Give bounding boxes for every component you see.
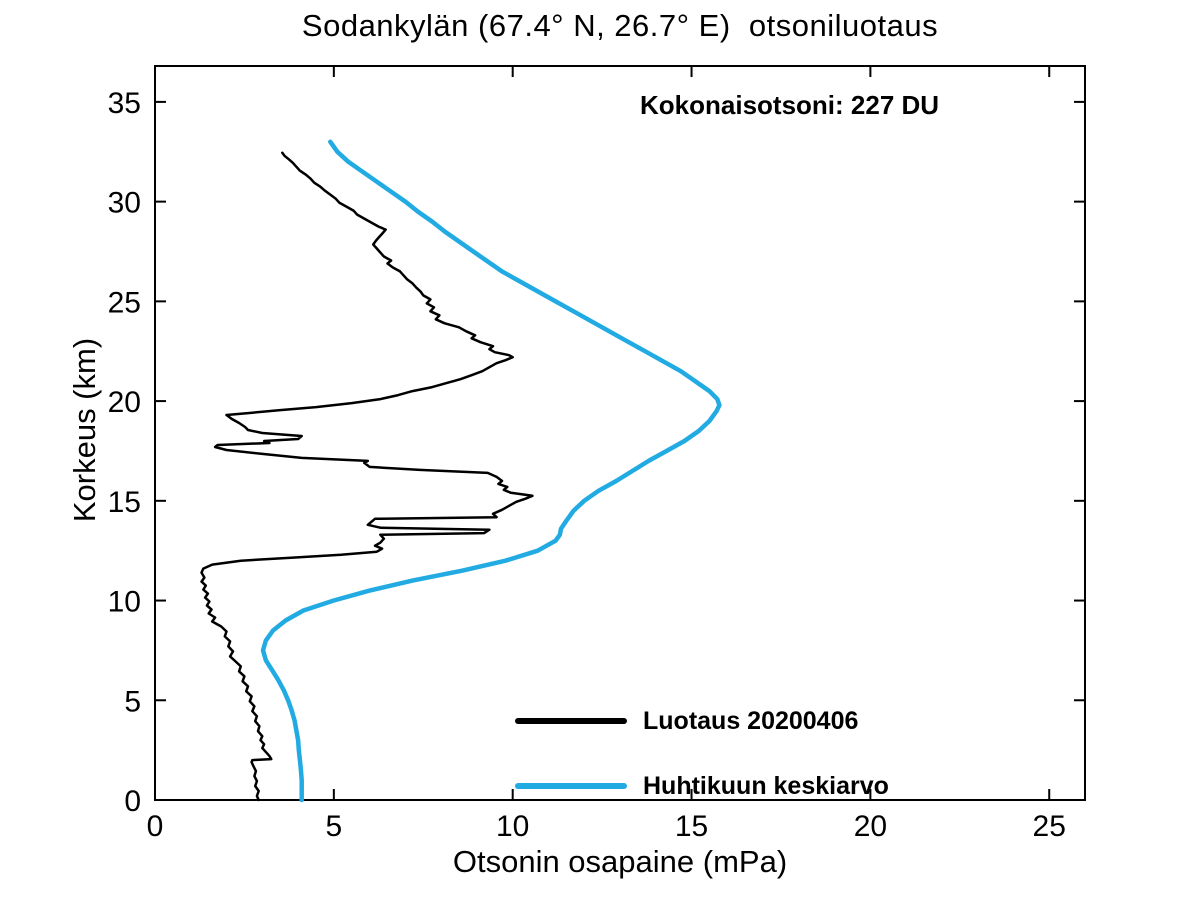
y-tick-label: 0 [124, 785, 141, 818]
legend: Luotaus 20200406 Huhtikuun keskiarvo [515, 703, 889, 804]
x-tick-label: 20 [854, 810, 887, 843]
legend-item-sounding: Luotaus 20200406 [515, 703, 889, 739]
x-axis-label: Otsonin osapaine (mPa) [452, 844, 788, 879]
y-axis-label: Korkeus (km) [67, 337, 102, 523]
y-tick-label: 30 [108, 187, 141, 220]
x-tick-label: 10 [496, 810, 529, 843]
x-tick-label: 5 [326, 810, 343, 843]
y-tick-label: 15 [108, 486, 141, 519]
y-tick-label: 20 [108, 386, 141, 419]
legend-item-monthly-mean: Huhtikuun keskiarvo [515, 768, 889, 804]
y-tick-label: 35 [108, 87, 141, 120]
x-tick-label: 25 [1033, 810, 1066, 843]
monthly-mean-line-sample [515, 783, 627, 789]
x-tick-label: 15 [675, 810, 708, 843]
sounding-line-sample [515, 718, 627, 724]
sounding-profile-line [200, 151, 534, 802]
chart-title: Sodankylän (67.4° N, 26.7° E) otsoniluot… [301, 8, 939, 43]
y-tick-label: 10 [108, 586, 141, 619]
total-ozone-annotation: Kokonaisotsoni: 227 DU [640, 90, 940, 120]
x-tick-label: 0 [147, 810, 164, 843]
monthly-mean-profile-line [260, 139, 722, 803]
legend-label-monthly-mean: Huhtikuun keskiarvo [643, 771, 889, 800]
y-tick-label: 5 [124, 685, 141, 718]
axes-box [154, 65, 1086, 801]
y-tick-label: 25 [108, 286, 141, 319]
legend-label-sounding: Luotaus 20200406 [643, 706, 859, 735]
